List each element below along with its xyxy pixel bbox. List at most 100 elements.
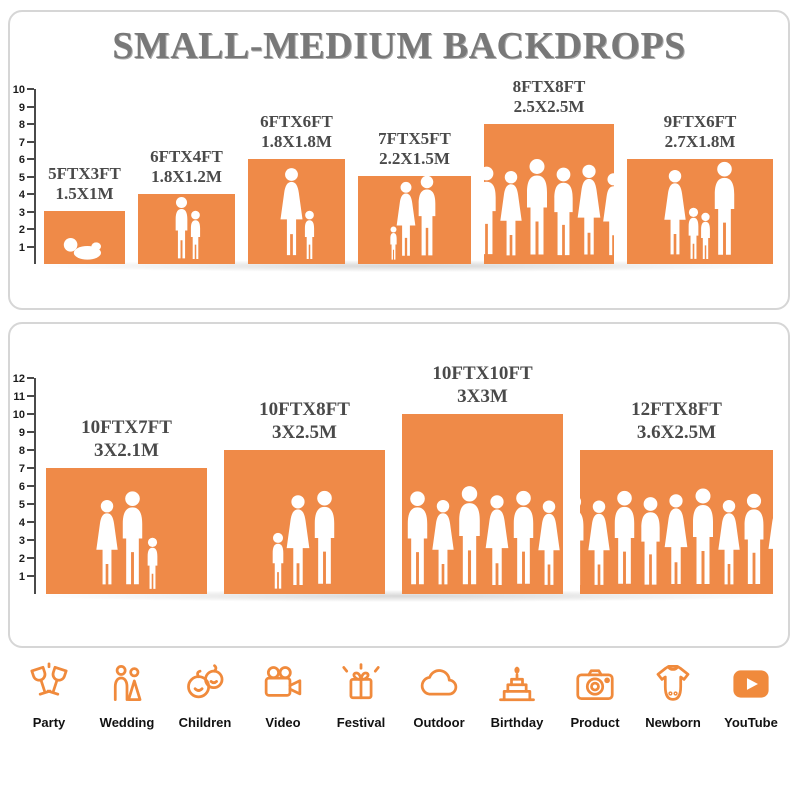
man-silhouette [744, 493, 764, 584]
backdrop-size-label: 10FTX10FT 3X3M [432, 362, 532, 408]
baby-silhouette [63, 238, 101, 260]
man-silhouette [122, 491, 142, 585]
size-metric-label: 1.5X1M [55, 184, 114, 204]
size-metric-label: 2.2X1.5M [379, 149, 450, 169]
woman-silhouette [602, 173, 614, 256]
backdrop-item: 5FTX3FT 1.5X1M [44, 164, 125, 264]
children-icon [187, 664, 224, 699]
ruler-tick [27, 413, 34, 415]
size-ft-label: 10FTX8FT [259, 398, 350, 420]
child-silhouette [175, 196, 187, 259]
ruler-tick-label: 1 [18, 571, 25, 583]
backdrop-rect [402, 414, 563, 594]
backdrop-size-label: 6FTX6FT 1.8X1.8M [260, 112, 333, 153]
backdrop-item: 6FTX6FT 1.8X1.8M [248, 112, 345, 264]
woman-silhouette [286, 495, 310, 585]
page-title: SMALL-MEDIUM BACKDROPS [112, 25, 686, 67]
size-ft-label: 5FTX3FT [48, 163, 121, 183]
category-label: YouTube [724, 715, 778, 730]
size-ft-label: 10FTX7FT [81, 416, 172, 438]
woman-silhouette [577, 164, 600, 255]
ruler-tick [27, 539, 34, 541]
category-party: Party [12, 662, 86, 730]
man-silhouette [526, 159, 547, 255]
outdoor-icon [420, 669, 458, 696]
backdrop-rect [224, 450, 385, 594]
ft-ruler: 1 2 3 4 5 6 7 8 9 10 11 12 [12, 373, 38, 594]
ruler-tick [27, 88, 34, 90]
woman-silhouette [396, 181, 416, 256]
child-silhouette [700, 212, 710, 260]
woman-silhouette [485, 495, 509, 585]
size-ft-label: 9FTX6FT [663, 111, 737, 131]
backdrop-item: 10FTX7FT 3X2.1M [46, 416, 207, 594]
child-silhouette [688, 207, 698, 259]
backdrop-rect [138, 194, 235, 264]
child-silhouette [390, 226, 397, 260]
top-backdrops-panel: SMALL-MEDIUM BACKDROPS 1 2 3 4 5 6 7 8 9 10 5FTX3F… [8, 10, 790, 310]
people-silhouettes [61, 235, 109, 261]
category-children: Children [168, 662, 242, 730]
category-icon-row: Party Wedding Children Video Festival Outdoor… [10, 662, 790, 730]
man-silhouette [513, 490, 534, 584]
category-birthday: Birthday [480, 662, 554, 730]
woman-silhouette [280, 168, 302, 256]
ruler-tick-label: 6 [18, 481, 25, 493]
people-silhouettes [95, 488, 159, 591]
child-silhouette [304, 210, 314, 259]
backdrop-item: 10FTX8FT 3X2.5M [224, 398, 385, 594]
category-festival: Festival [324, 662, 398, 730]
people-silhouettes [271, 487, 338, 591]
video-icon [264, 666, 302, 697]
backdrop-size-label: 10FTX8FT 3X2.5M [259, 398, 350, 444]
size-metric-label: 3X3M [457, 385, 508, 407]
size-metric-label: 1.8X1.2M [151, 167, 222, 187]
woman-silhouette [588, 500, 610, 585]
birthday-icon [499, 666, 535, 702]
ruler-tick [27, 575, 34, 577]
ruler-tick-label: 9 [18, 101, 25, 114]
size-ft-label: 6FTX6FT [260, 111, 333, 131]
category-youtube: YouTube [714, 662, 788, 730]
ruler-tick-label: 4 [18, 189, 25, 201]
man-silhouette [714, 161, 734, 255]
category-label: Children [178, 715, 232, 730]
backdrop-size-label: 9FTX6FT 2.7X1.8M [664, 112, 737, 153]
ruler-axis-line [34, 378, 36, 594]
woman-silhouette [95, 499, 118, 585]
man-silhouette [418, 176, 436, 256]
ruler-tick-label: 9 [18, 427, 25, 439]
category-label: Newborn [645, 715, 701, 730]
size-metric-label: 1.8X1.8M [261, 132, 332, 152]
ruler-tick-label: 7 [18, 136, 25, 149]
backdrop-item: 6FTX4FT 1.8X1.2M [138, 147, 235, 264]
backdrop-size-label: 6FTX4FT 1.8X1.2M [150, 147, 223, 188]
category-label: Festival [336, 715, 386, 730]
man-silhouette [693, 488, 713, 584]
wedding-icon [113, 665, 142, 701]
category-label: Outdoor [413, 715, 465, 730]
man-silhouette [459, 486, 480, 585]
bottom-backdrops-panel: 1 2 3 4 5 6 7 8 9 10 11 12 10FTX7FT 3X2.1M 10FTX8FT 3X2… [8, 322, 790, 648]
man-silhouette [614, 490, 635, 584]
ruler-tick-label: 3 [18, 206, 25, 219]
ruler-tick [27, 377, 34, 379]
ruler-tick [27, 123, 34, 125]
woman-silhouette [718, 499, 740, 585]
ruler-tick [27, 105, 34, 108]
backdrop-size-label: 12FTX8FT 3.6X2.5M [631, 398, 722, 444]
product-icon [576, 669, 614, 701]
category-video: Video [246, 662, 320, 730]
category-outdoor: Outdoor [402, 662, 476, 730]
category-wedding: Wedding [90, 662, 164, 730]
child-silhouette [147, 537, 157, 589]
man-silhouette [484, 166, 496, 255]
woman-silhouette [663, 169, 686, 255]
ruler-tick [27, 557, 34, 559]
ruler-tick-label: 8 [18, 119, 25, 131]
man-silhouette [641, 497, 660, 585]
backdrop-rect [484, 124, 614, 264]
child-silhouette [190, 210, 200, 259]
woman-silhouette [432, 499, 454, 585]
backdrop-rect [580, 450, 773, 594]
